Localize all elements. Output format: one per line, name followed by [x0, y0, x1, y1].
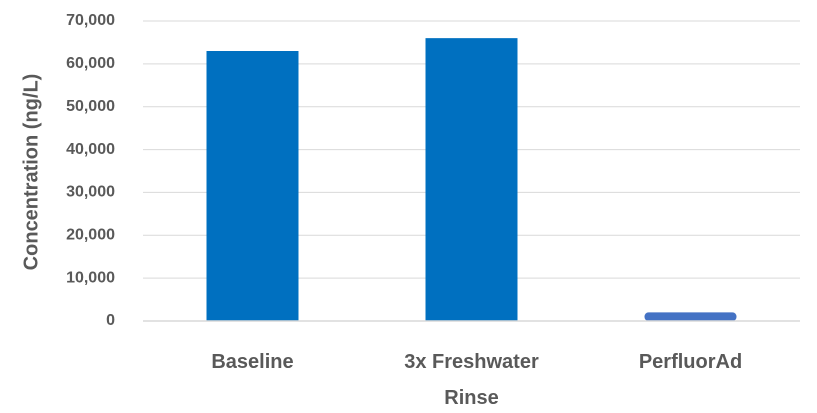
bar-3x-freshwater-rinse	[425, 38, 518, 322]
y-axis-title: Concentration (ng/L)	[20, 74, 42, 271]
y-tick-label: 70,000	[66, 12, 115, 29]
y-tick-label: 30,000	[66, 184, 115, 201]
bar-perfluorad	[644, 312, 737, 321]
x-category-label: 3x Freshwater Rinse	[404, 351, 539, 409]
y-tick-label: 10,000	[66, 269, 115, 286]
y-tick-label: 0	[106, 312, 115, 329]
x-category-label: Baseline	[211, 351, 293, 373]
y-tick-label: 40,000	[66, 141, 115, 158]
y-tick-label: 20,000	[66, 227, 115, 244]
y-tick-label: 50,000	[66, 98, 115, 115]
y-axis-tick-labels: 0 10,000 20,000 30,000 40,000 50,000 60,000 70,…	[66, 12, 115, 329]
bar-baseline	[206, 51, 299, 321]
x-category-label: PerfluorAd	[639, 351, 742, 373]
bars	[206, 38, 737, 322]
x-axis-category-labels: Baseline 3x Freshwater Rinse PerfluorAd	[211, 351, 742, 409]
y-tick-label: 60,000	[66, 55, 115, 72]
